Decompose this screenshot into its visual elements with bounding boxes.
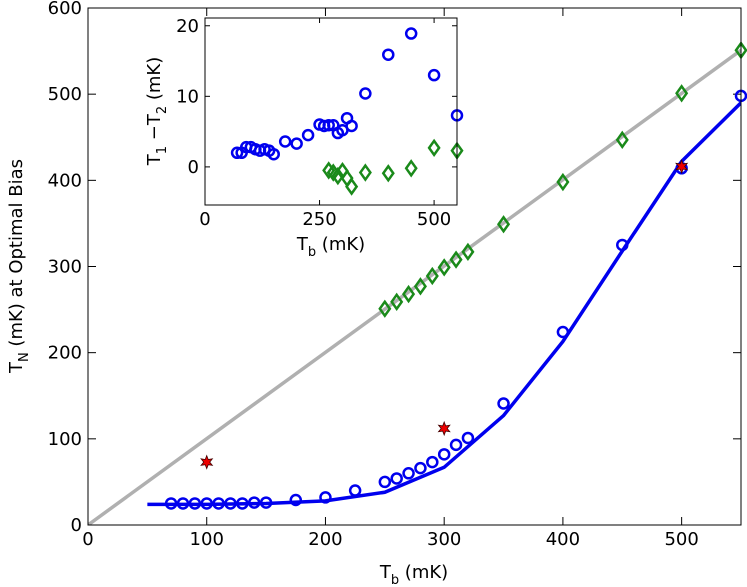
point xyxy=(556,172,570,192)
point xyxy=(382,48,395,61)
point xyxy=(345,119,358,133)
x-tick-label: 100 xyxy=(190,529,224,550)
point xyxy=(616,238,629,252)
point xyxy=(615,130,629,149)
point xyxy=(461,431,475,445)
x-tick-label: 250 xyxy=(302,209,336,230)
point xyxy=(381,164,395,183)
point xyxy=(290,137,303,150)
point xyxy=(556,325,570,339)
x-tick-label: 300 xyxy=(427,529,461,550)
point xyxy=(449,438,463,452)
point xyxy=(200,497,213,510)
inset-y-axis-label: T1 −T2 (mK) xyxy=(144,57,170,166)
point xyxy=(497,215,511,234)
point xyxy=(359,87,372,100)
point xyxy=(437,258,451,277)
point xyxy=(289,493,303,507)
point xyxy=(331,166,345,186)
point xyxy=(497,397,510,410)
point xyxy=(322,119,335,132)
x-tick-label: 0 xyxy=(82,529,93,550)
point xyxy=(402,284,416,304)
point xyxy=(414,461,427,475)
point xyxy=(278,135,292,148)
plot-frame xyxy=(87,7,742,526)
point xyxy=(348,484,362,497)
x-tick-label: 200 xyxy=(308,529,342,550)
point xyxy=(176,497,190,510)
point xyxy=(212,497,225,510)
point xyxy=(425,266,439,286)
y-tick-label: 100 xyxy=(48,429,82,450)
point xyxy=(188,497,202,510)
point xyxy=(200,454,214,470)
point xyxy=(259,496,273,509)
point xyxy=(449,250,463,269)
y-tick-label: 300 xyxy=(48,257,82,278)
point xyxy=(404,27,418,40)
x-axis-label: Tb (mK) xyxy=(379,562,448,587)
point xyxy=(437,420,451,437)
y-tick-label: 600 xyxy=(48,0,82,19)
point xyxy=(675,84,689,103)
y-tick-label: 20 xyxy=(176,16,199,37)
point xyxy=(378,299,392,318)
y-tick-label: 0 xyxy=(188,157,199,178)
point xyxy=(461,242,475,262)
y-tick-label: 500 xyxy=(48,84,82,105)
point xyxy=(164,497,178,510)
point xyxy=(427,138,441,157)
x-tick-label: 500 xyxy=(664,529,698,550)
y-tick-label: 0 xyxy=(71,515,82,536)
point xyxy=(427,68,441,82)
y-tick-label: 400 xyxy=(48,170,82,191)
x-tick-label: 0 xyxy=(199,209,210,230)
x-tick-label: 400 xyxy=(546,529,580,550)
point xyxy=(390,472,403,485)
point xyxy=(426,455,439,469)
point xyxy=(236,497,249,510)
point xyxy=(230,146,244,160)
point xyxy=(402,467,415,480)
point xyxy=(378,475,392,489)
point xyxy=(437,448,451,461)
point xyxy=(267,147,280,161)
inset-x-axis-label: Tb (mK) xyxy=(296,234,365,260)
point xyxy=(301,128,315,142)
point xyxy=(413,277,427,296)
point xyxy=(247,496,261,509)
y-axis-label: TN (mK) at Optimal Bias xyxy=(6,159,32,374)
point xyxy=(358,163,372,182)
point xyxy=(675,158,689,175)
y-tick-label: 200 xyxy=(48,343,82,364)
x-tick-label: 500 xyxy=(417,209,451,230)
point xyxy=(319,491,332,504)
point xyxy=(345,177,359,196)
point xyxy=(390,292,404,311)
line xyxy=(88,48,741,525)
plot-frame xyxy=(204,17,458,206)
point xyxy=(404,159,418,178)
y-tick-label: 10 xyxy=(176,86,199,107)
point xyxy=(224,497,237,510)
